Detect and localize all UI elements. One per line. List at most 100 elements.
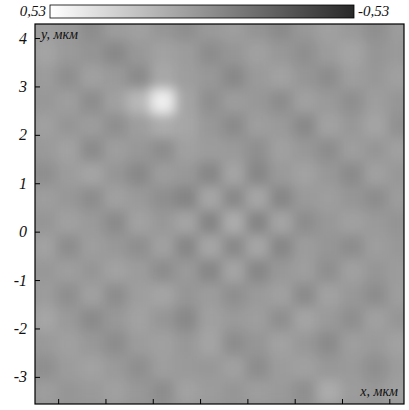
cell (364, 331, 388, 356)
cell (80, 65, 104, 90)
cell (151, 89, 175, 114)
cell (175, 89, 199, 114)
cell (198, 259, 222, 284)
cell (340, 65, 364, 90)
cell (364, 114, 388, 139)
cell (316, 210, 340, 235)
cell (246, 259, 270, 284)
cell (246, 162, 270, 187)
cell (340, 235, 364, 260)
cell (35, 41, 57, 66)
cell (222, 283, 246, 308)
cell (56, 114, 80, 139)
y-tick-label: -2 (14, 320, 27, 337)
cell (175, 380, 199, 404)
cell (175, 186, 199, 211)
cell (56, 65, 80, 90)
cell (151, 331, 175, 356)
cell (175, 138, 199, 163)
cell (364, 259, 388, 284)
cell (127, 114, 151, 139)
cell (198, 186, 222, 211)
cell (316, 24, 340, 41)
cell (293, 283, 317, 308)
cell (151, 162, 175, 187)
cell (293, 89, 317, 114)
y-tick-label: -1 (14, 272, 27, 289)
cell (246, 307, 270, 332)
cell (35, 210, 57, 235)
cell (340, 41, 364, 66)
y-tick (35, 328, 40, 329)
cell (222, 235, 246, 260)
cell (198, 114, 222, 139)
cell (316, 283, 340, 308)
cell (127, 235, 151, 260)
cell (246, 65, 270, 90)
cell (127, 138, 151, 163)
cell (222, 380, 246, 404)
cell (364, 41, 388, 66)
cell (104, 186, 128, 211)
cell (246, 210, 270, 235)
y-tick (35, 377, 40, 378)
y-tick (35, 183, 40, 184)
cell (269, 307, 293, 332)
cell (222, 24, 246, 41)
cell (56, 283, 80, 308)
cell (127, 41, 151, 66)
cell (175, 356, 199, 381)
colorbar-label: 0,53 (20, 3, 46, 19)
cell (80, 259, 104, 284)
cell (151, 138, 175, 163)
cell (151, 235, 175, 260)
cell (104, 210, 128, 235)
cell (387, 24, 404, 41)
cell (293, 235, 317, 260)
y-axis-title: y, мкм (39, 27, 78, 42)
cell (127, 89, 151, 114)
cell (246, 235, 270, 260)
y-tick-label: 1 (19, 175, 27, 192)
x-tick (105, 399, 106, 404)
cell (56, 259, 80, 284)
cell (316, 356, 340, 381)
cell (175, 307, 199, 332)
y-tick (35, 86, 40, 87)
cell (222, 210, 246, 235)
cell (80, 210, 104, 235)
x-tick (295, 399, 296, 404)
cell (175, 65, 199, 90)
cell (222, 186, 246, 211)
cell (387, 65, 404, 90)
cell (222, 331, 246, 356)
cell (269, 283, 293, 308)
cell (269, 65, 293, 90)
cell (293, 210, 317, 235)
cell (387, 114, 404, 139)
cell (35, 65, 57, 90)
cell (198, 331, 222, 356)
cell (246, 138, 270, 163)
cell (364, 186, 388, 211)
cell (35, 186, 57, 211)
cell (151, 307, 175, 332)
cell (104, 162, 128, 187)
cell (364, 210, 388, 235)
cell (198, 41, 222, 66)
cell (269, 331, 293, 356)
cell (35, 235, 57, 260)
cell (269, 186, 293, 211)
cell (269, 24, 293, 41)
cell (387, 307, 404, 332)
cell (151, 24, 175, 41)
cell (56, 235, 80, 260)
cell (364, 283, 388, 308)
cell (35, 331, 57, 356)
cell (222, 41, 246, 66)
cell (175, 235, 199, 260)
cell (198, 138, 222, 163)
cell (222, 114, 246, 139)
cell (387, 356, 404, 381)
cell (104, 24, 128, 41)
